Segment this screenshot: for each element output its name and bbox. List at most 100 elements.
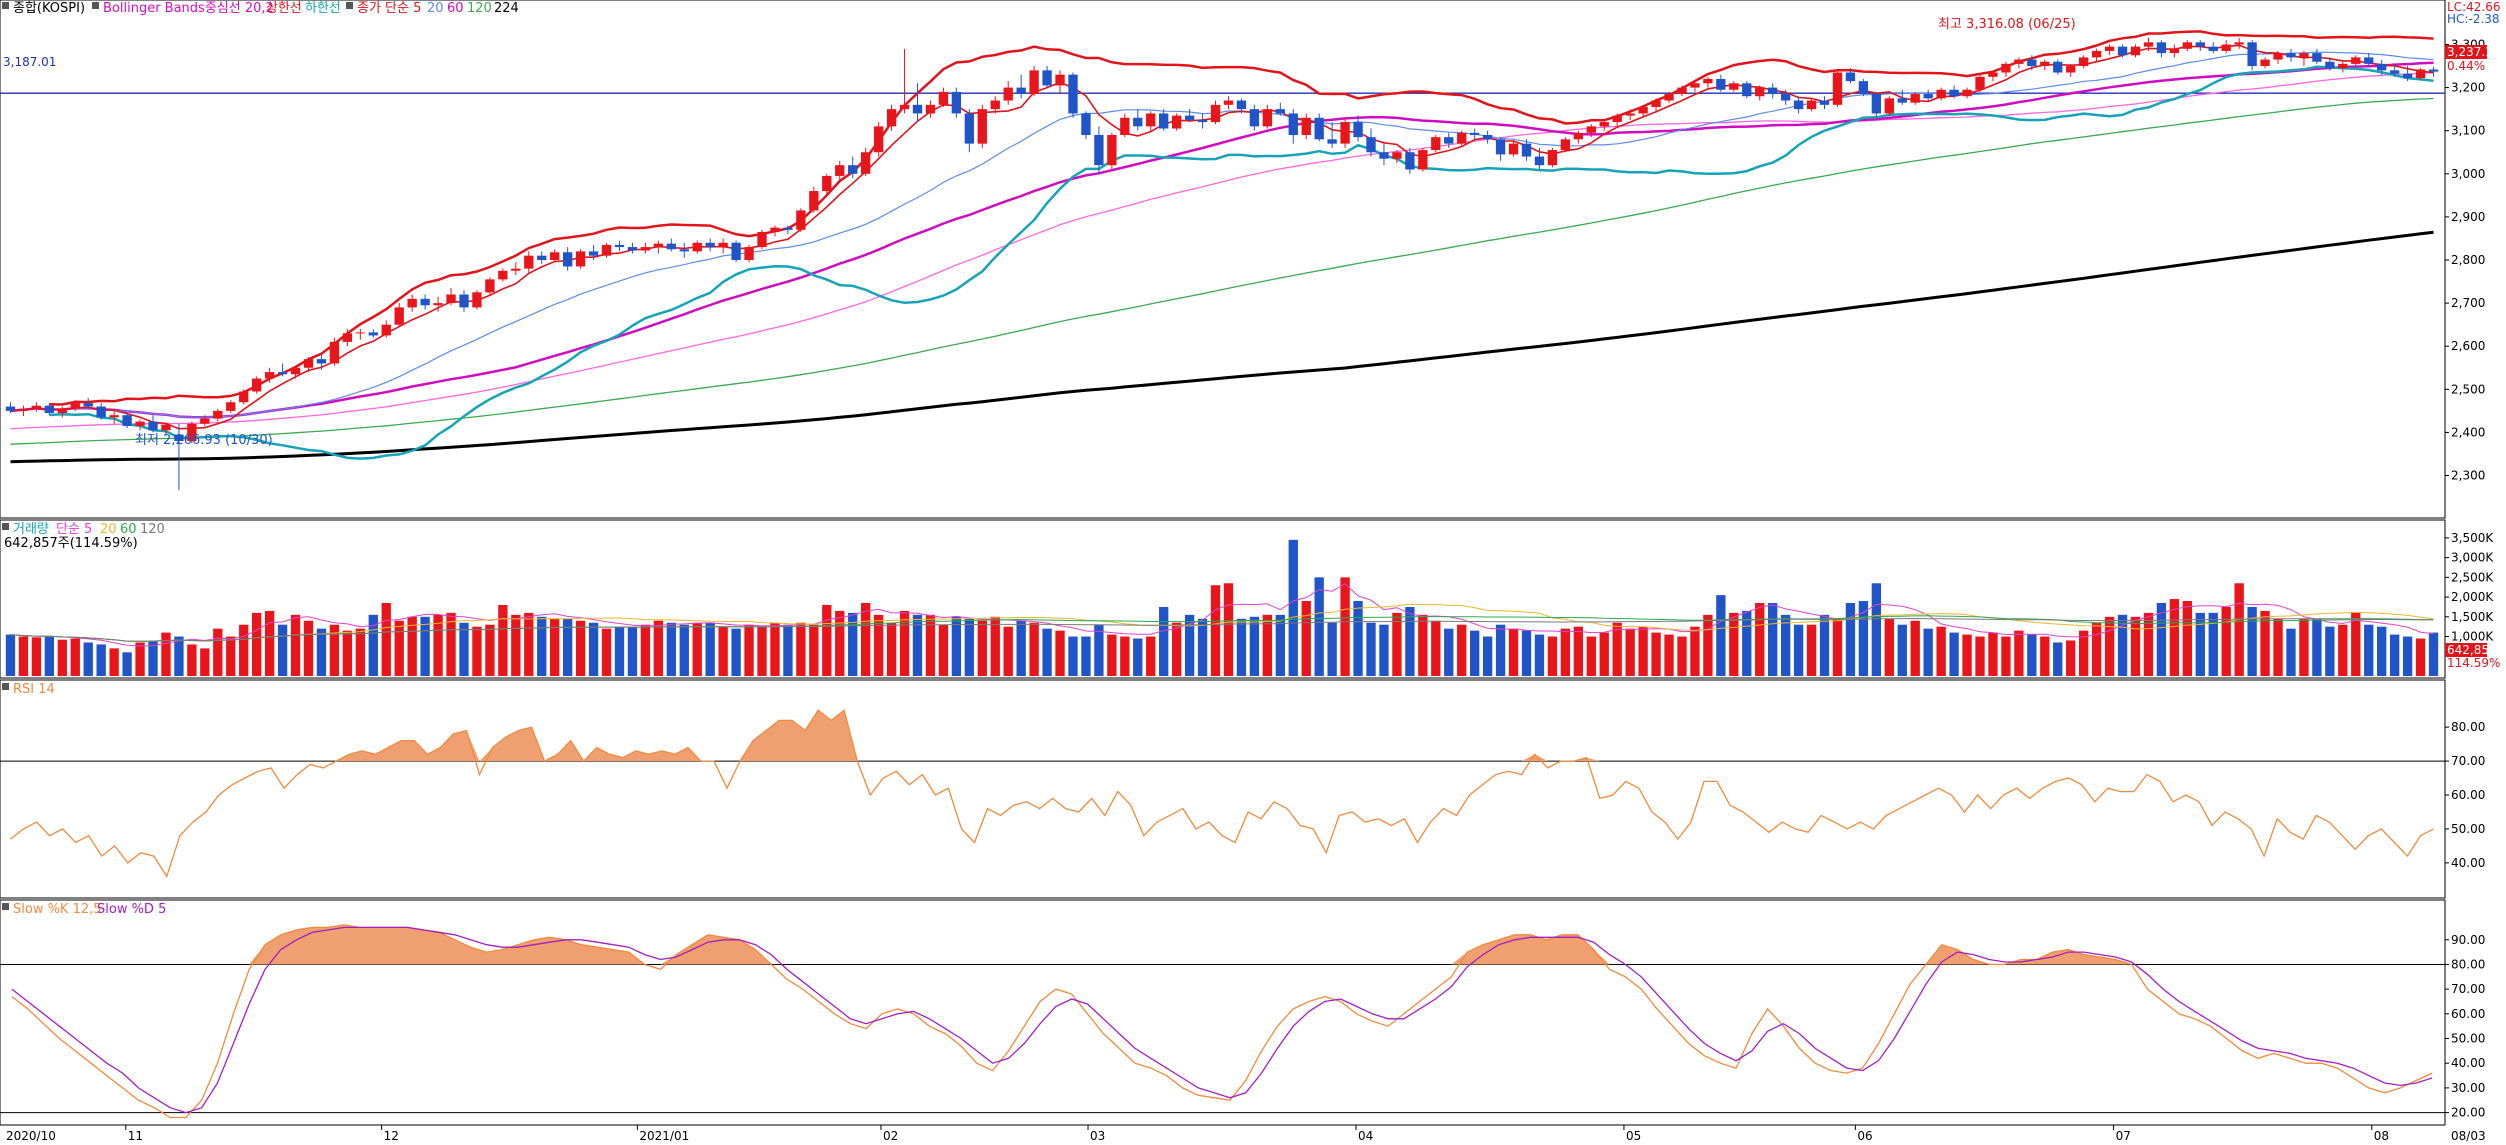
price-tick-label: 3,200: [2451, 81, 2485, 95]
volume-bar: [1457, 624, 1467, 676]
x-tick-label: 02: [883, 1129, 898, 1143]
volume-legend-label: 거래량: [13, 522, 49, 537]
candle-body: [1457, 132, 1467, 144]
legend-square-icon: [2, 523, 9, 530]
volume-bar: [1858, 601, 1869, 676]
legend-square-icon: [2, 2, 9, 9]
legend-square-icon: [2, 903, 9, 910]
candle-body: [1249, 109, 1260, 127]
candle-body: [2377, 63, 2387, 71]
volume-bar: [925, 614, 936, 676]
volume-bar: [18, 636, 29, 676]
candle-body: [1068, 74, 1078, 114]
volume-bar: [1521, 630, 1532, 676]
candle-body: [550, 252, 560, 260]
volume-bar: [2014, 630, 2024, 676]
candle-body: [899, 104, 910, 110]
volume-bar: [381, 603, 391, 676]
volume-bar: [899, 610, 910, 676]
candle-body: [1923, 94, 1933, 99]
volume-bar: [1236, 618, 1247, 676]
candle-body: [938, 91, 949, 105]
volume-bar: [1806, 624, 1817, 676]
candle-body: [848, 165, 858, 174]
volume-bar: [420, 616, 430, 676]
volume-tick-label: 3,000K: [2451, 551, 2494, 565]
candle-body: [1327, 139, 1337, 144]
candle-body: [2273, 53, 2283, 60]
candle-body: [1755, 87, 1765, 97]
volume-bar: [1197, 618, 1208, 676]
ma5-line: [10, 44, 2434, 430]
stoch-tick-label: 50.00: [2451, 1032, 2485, 1046]
volume-bar: [1262, 614, 1273, 676]
volume-bar: [1055, 630, 1065, 676]
volume-bar: [1547, 636, 1558, 676]
volume-bar: [2001, 636, 2011, 676]
candle-body: [2079, 57, 2089, 67]
volume-legend-60: 60: [120, 522, 137, 537]
volume-bar: [2402, 636, 2413, 676]
volume-bar: [1249, 616, 1260, 676]
volume-bar: [964, 618, 974, 676]
volume-bar: [1897, 624, 1907, 676]
candle-body: [601, 244, 612, 256]
candle-body: [355, 332, 365, 334]
price-tick-label: 2,300: [2451, 469, 2485, 483]
candle-body: [2325, 61, 2335, 69]
candle-body: [2247, 42, 2257, 67]
candle-body: [252, 378, 262, 392]
candle-body: [1819, 100, 1830, 105]
volume-bar: [977, 620, 987, 676]
candle-body: [1366, 137, 1376, 153]
candle-body: [1444, 137, 1454, 144]
candle-body: [83, 403, 93, 407]
volume-bar: [1379, 624, 1389, 676]
candle-body: [2130, 46, 2141, 56]
candle-body: [1094, 135, 1104, 166]
volume-bar: [57, 639, 67, 676]
volume-bar: [1405, 606, 1415, 676]
candle-body: [757, 231, 767, 248]
volume-bar: [135, 642, 145, 676]
candle-body: [1793, 100, 1804, 110]
volume-bar: [161, 632, 171, 676]
volume-bar: [2130, 616, 2141, 676]
volume-bar: [1910, 620, 1920, 676]
candle-body: [1625, 113, 1635, 116]
stoch-tick-label: 40.00: [2451, 1056, 2485, 1070]
volume-legend: 거래량 단순 5 20 60 120 642,857주(114.59%): [2, 522, 165, 551]
volume-bar: [705, 622, 715, 676]
rsi-overbought-fill: [336, 710, 1600, 762]
x-tick-label: 2020/10: [6, 1129, 56, 1143]
candle-body: [1236, 100, 1247, 110]
stoch-overbought-fill: [249, 924, 2132, 965]
volume-tick-label: 2,500K: [2451, 570, 2494, 584]
price-tick-label: 2,800: [2451, 253, 2485, 267]
volume-bar: [1573, 626, 1583, 676]
volume-bar: [666, 622, 676, 676]
volume-bar: [744, 624, 754, 676]
candle-body: [964, 113, 974, 144]
candle-body: [2428, 69, 2439, 72]
volume-bar: [2260, 610, 2270, 676]
candle-body: [1055, 74, 1065, 86]
candle-body: [2182, 42, 2192, 49]
rsi-layer: [0, 709, 2445, 878]
volume-bar: [2143, 612, 2154, 676]
ma20-line: [10, 51, 2434, 418]
volume-bar: [1340, 577, 1350, 676]
candle-body: [135, 421, 145, 426]
volume-bar: [1392, 612, 1402, 676]
candle-body: [44, 405, 55, 414]
candle-body: [1677, 87, 1687, 95]
volume-bar: [2169, 599, 2180, 676]
volume-bar: [226, 636, 236, 676]
volume-pct-tag: 114.59%: [2447, 656, 2500, 670]
volume-ma5: [10, 583, 2434, 647]
volume-bar: [459, 622, 469, 676]
stoch-layer: [0, 924, 2445, 1119]
volume-bar: [1703, 614, 1713, 676]
candle-body: [1482, 135, 1493, 140]
candle-body: [239, 391, 249, 403]
